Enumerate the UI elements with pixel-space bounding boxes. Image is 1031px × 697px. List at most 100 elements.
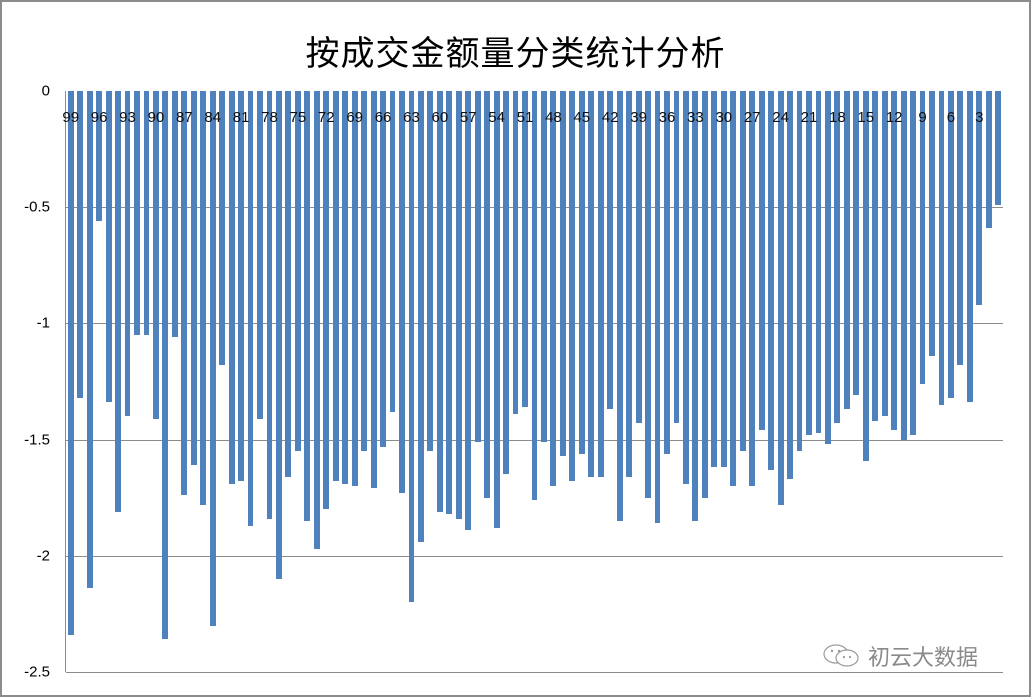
bar-7 [938,91,945,405]
y-tick-label: -0.5 [24,198,50,216]
bar-65 [389,91,396,412]
x-tick-label: 90 [147,109,165,126]
bar-15 [862,91,869,461]
bar-11 [900,91,907,440]
x-tick-label: 6 [946,109,956,126]
bar-26 [758,91,765,431]
x-tick-label: 3 [975,109,984,126]
bar-68 [361,91,368,452]
bar-92 [134,91,140,336]
gridline [66,672,1003,673]
bar-41 [616,91,623,521]
bar-42 [607,91,614,410]
bar-13 [881,91,888,417]
watermark-text: 初云大数据 [868,646,979,671]
bar-40 [626,91,633,477]
bar-34 [683,91,689,484]
x-tick-label: 21 [800,109,818,126]
bar-30 [720,91,727,468]
bar-38 [645,91,651,498]
bar-4 [966,91,973,403]
bar-93 [124,91,131,417]
bar-57 [465,91,472,531]
bar-37 [654,91,661,524]
bar-80 [247,91,254,526]
bar-31 [711,91,718,468]
x-tick-label: 84 [204,109,222,126]
x-tick-label: 78 [261,109,278,126]
bar-60 [436,91,443,512]
x-tick-label: 45 [573,109,591,126]
bar-82 [228,91,235,484]
x-tick-label: 87 [175,109,193,126]
x-tick-label: 48 [545,109,562,126]
bar-75 [294,91,301,452]
x-tick-label: 18 [829,109,846,126]
bar-90 [152,91,159,419]
y-tick-label: -2 [36,547,50,565]
bar-54 [493,91,500,528]
y-tick-label: 0 [41,82,50,100]
bar-72 [323,91,330,510]
bar-39 [635,91,642,424]
bar-33 [692,91,699,521]
bar-87 [181,91,188,496]
x-tick-label: 69 [346,109,363,126]
bar-49 [541,91,547,442]
bar-55 [484,91,491,498]
bar-79 [257,91,263,419]
bar-16 [853,91,860,396]
bar-86 [190,91,197,466]
bar-96 [96,91,103,222]
bar-3 [976,91,983,305]
bar-52 [512,91,519,415]
x-tick-label: 42 [601,109,619,126]
bar-10 [910,91,916,435]
bar-22 [796,91,803,452]
x-tick-label: 63 [403,109,420,126]
bar-88 [171,91,178,338]
x-tick-label: 66 [374,109,392,126]
x-tick-label: 39 [630,109,647,126]
bar-32 [701,91,708,498]
bar-73 [313,91,320,549]
bar-2 [985,91,992,229]
bar-84 [209,91,216,626]
bar-27 [749,91,756,487]
bar-58 [455,91,462,519]
bar-14 [872,91,879,421]
bar-5 [957,91,964,366]
x-tick-label: 96 [90,109,108,126]
x-tick-label: 33 [687,109,704,126]
x-tick-label: 72 [317,109,335,126]
bar-12 [891,91,898,431]
bar-21 [806,91,812,435]
bar-64 [399,91,405,494]
bar-48 [550,91,557,487]
x-tick-label: 51 [516,109,534,126]
x-tick-label: 15 [857,109,875,126]
bar-81 [238,91,245,482]
bar-29 [730,91,737,487]
bar-51 [522,91,528,408]
y-axis-line [65,91,66,672]
bar-53 [503,91,510,475]
bar-19 [824,91,831,445]
x-tick-label: 12 [885,109,903,126]
bar-67 [370,91,377,489]
bar-77 [276,91,282,580]
bar-66 [380,91,386,447]
bar-70 [342,91,349,484]
bar-35 [673,91,680,424]
x-tick-label: 81 [232,109,250,126]
bar-61 [427,91,434,452]
x-tick-label: 30 [715,109,733,126]
bar-28 [739,91,746,452]
x-tick-label: 57 [459,109,477,126]
bar-6 [948,91,954,398]
bar-46 [569,91,576,482]
x-tick-label: 9 [918,109,927,126]
bar-23 [787,91,793,480]
bar-78 [266,91,273,519]
bar-89 [162,91,169,640]
